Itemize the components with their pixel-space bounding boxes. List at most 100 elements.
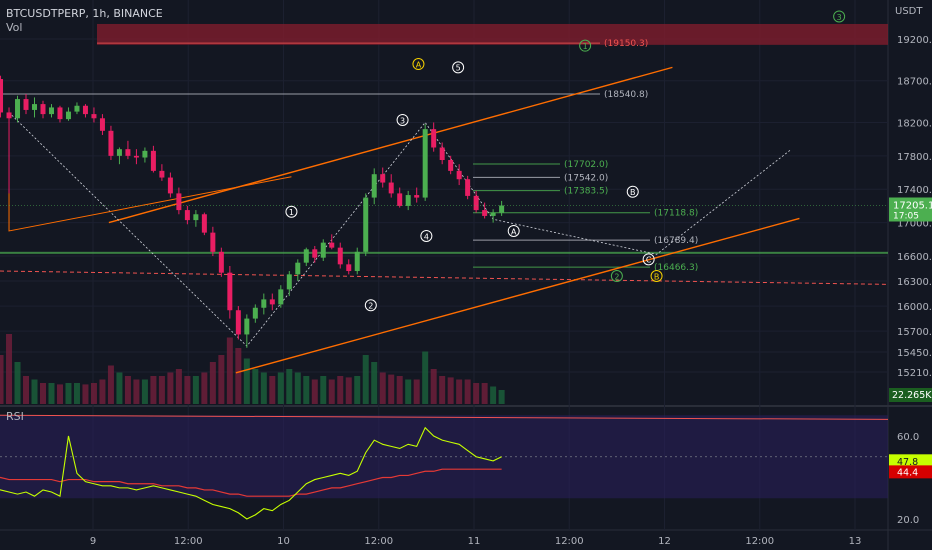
price-tick-label: 18700.0: [897, 77, 932, 88]
volume-bar: [0, 355, 4, 404]
candle-body: [159, 170, 165, 178]
volume-badge: [889, 388, 932, 402]
volume-bar: [371, 362, 378, 404]
volume-bars: [0, 334, 505, 404]
candle-body: [295, 262, 301, 275]
current-price-countdown: 17:05: [893, 211, 919, 221]
candle-body: [456, 170, 462, 180]
time-tick-label: 12:00: [364, 536, 393, 547]
candle-body: [448, 160, 454, 171]
volume-bar: [439, 376, 446, 404]
volume-bar: [405, 379, 412, 404]
candle-body: [235, 310, 241, 335]
candle-body: [218, 251, 224, 273]
wave-label: C: [646, 256, 652, 265]
candle-body: [184, 210, 190, 221]
symbol-title[interactable]: BTCUSDTPERP, 1h, BINANCE: [6, 7, 163, 20]
current-price-value: 17205.1: [893, 200, 932, 211]
volume-bar: [269, 376, 276, 404]
volume-bar: [99, 379, 106, 404]
candle-body: [490, 212, 496, 216]
volume-bar: [354, 376, 361, 404]
volume-bar: [320, 376, 327, 404]
rsi-tick-label: 60.0: [897, 432, 919, 443]
candle-body: [354, 251, 360, 272]
price-tick-label: 15450.0: [897, 348, 932, 359]
volume-bar: [107, 365, 114, 404]
volume-bar: [328, 379, 335, 404]
candle-body: [74, 105, 80, 112]
rsi-ma-line: [0, 468, 502, 497]
rsi-pane[interactable]: [0, 414, 888, 520]
volume-bar: [447, 377, 454, 404]
volume-bar: [464, 379, 471, 404]
volume-bar: [141, 379, 148, 404]
wave-label-ring: [364, 299, 377, 312]
time-tick-label: 12:00: [745, 536, 774, 547]
volume-readout: 22.265K: [892, 390, 932, 401]
trend-segment: [8, 176, 292, 232]
candle-body: [329, 242, 335, 248]
candle-body: [91, 114, 97, 119]
current-price-badge: [889, 197, 932, 222]
candle-body: [108, 130, 114, 156]
price-channel[interactable]: [108, 66, 800, 374]
candle-body: [82, 105, 88, 115]
wave-label: 1: [289, 208, 294, 217]
rsi-value: 47.8: [897, 457, 918, 468]
time-tick-label: 9: [90, 536, 96, 547]
volume-bar: [362, 355, 369, 404]
time-tick-label: 12:00: [174, 536, 203, 547]
rsi-ma-value: 44.4: [897, 467, 918, 478]
candle-body: [252, 307, 258, 319]
level-label: (17383.5): [564, 187, 608, 197]
volume-bar: [226, 337, 233, 404]
candle-body: [176, 193, 182, 211]
volume-bar: [413, 379, 420, 404]
wave-label: B: [630, 188, 636, 197]
level-label: (19150.3): [604, 39, 648, 49]
time-tick-label: 11: [468, 536, 481, 547]
price-tick-label: 16300.0: [897, 277, 932, 288]
time-tick-label: 12: [658, 536, 671, 547]
wave-label: A: [511, 227, 517, 236]
candle-body: [482, 210, 488, 216]
price-tick-label: 15700.0: [897, 327, 932, 338]
level-label: (17118.8): [654, 209, 698, 219]
candle-body: [337, 247, 343, 265]
candle-body: [150, 150, 156, 171]
currency-label: USDT: [895, 6, 923, 17]
wave-label: 2: [368, 302, 373, 311]
volume-bar: [252, 369, 259, 404]
candle-body: [320, 242, 326, 258]
volume-bar: [23, 376, 30, 404]
rsi-line: [0, 426, 502, 520]
volume-bar: [243, 358, 250, 404]
wave-label-ring: [507, 224, 520, 237]
wave-label-ring: [650, 270, 663, 283]
candle-body: [465, 179, 471, 196]
volume-bar: [260, 372, 267, 404]
candle-body: [142, 150, 148, 158]
candle-body: [473, 195, 479, 211]
volume-bar: [124, 376, 131, 404]
price-tick-label: 19200.0: [897, 35, 932, 46]
volume-bar: [422, 351, 429, 404]
axes: 19200.0 18700.0 18200.0 17800.0 17400.0 17000…: [0, 35, 932, 547]
price-tick-label: 15210.0: [897, 368, 932, 379]
volume-bar: [158, 376, 165, 404]
rsi-upper-line: [0, 414, 888, 420]
wave-label: 3: [837, 13, 842, 22]
candle-body: [439, 147, 445, 161]
candle-body: [286, 274, 292, 290]
candle-body: [499, 205, 505, 213]
volume-bar: [345, 377, 352, 404]
candle-body: [278, 289, 284, 305]
volume-bar: [490, 386, 497, 404]
dashed-support: [0, 270, 888, 285]
candle-body: [227, 272, 233, 311]
candle-body: [397, 193, 403, 206]
volume-bar: [286, 369, 293, 404]
wave-label-ring: [420, 229, 433, 242]
